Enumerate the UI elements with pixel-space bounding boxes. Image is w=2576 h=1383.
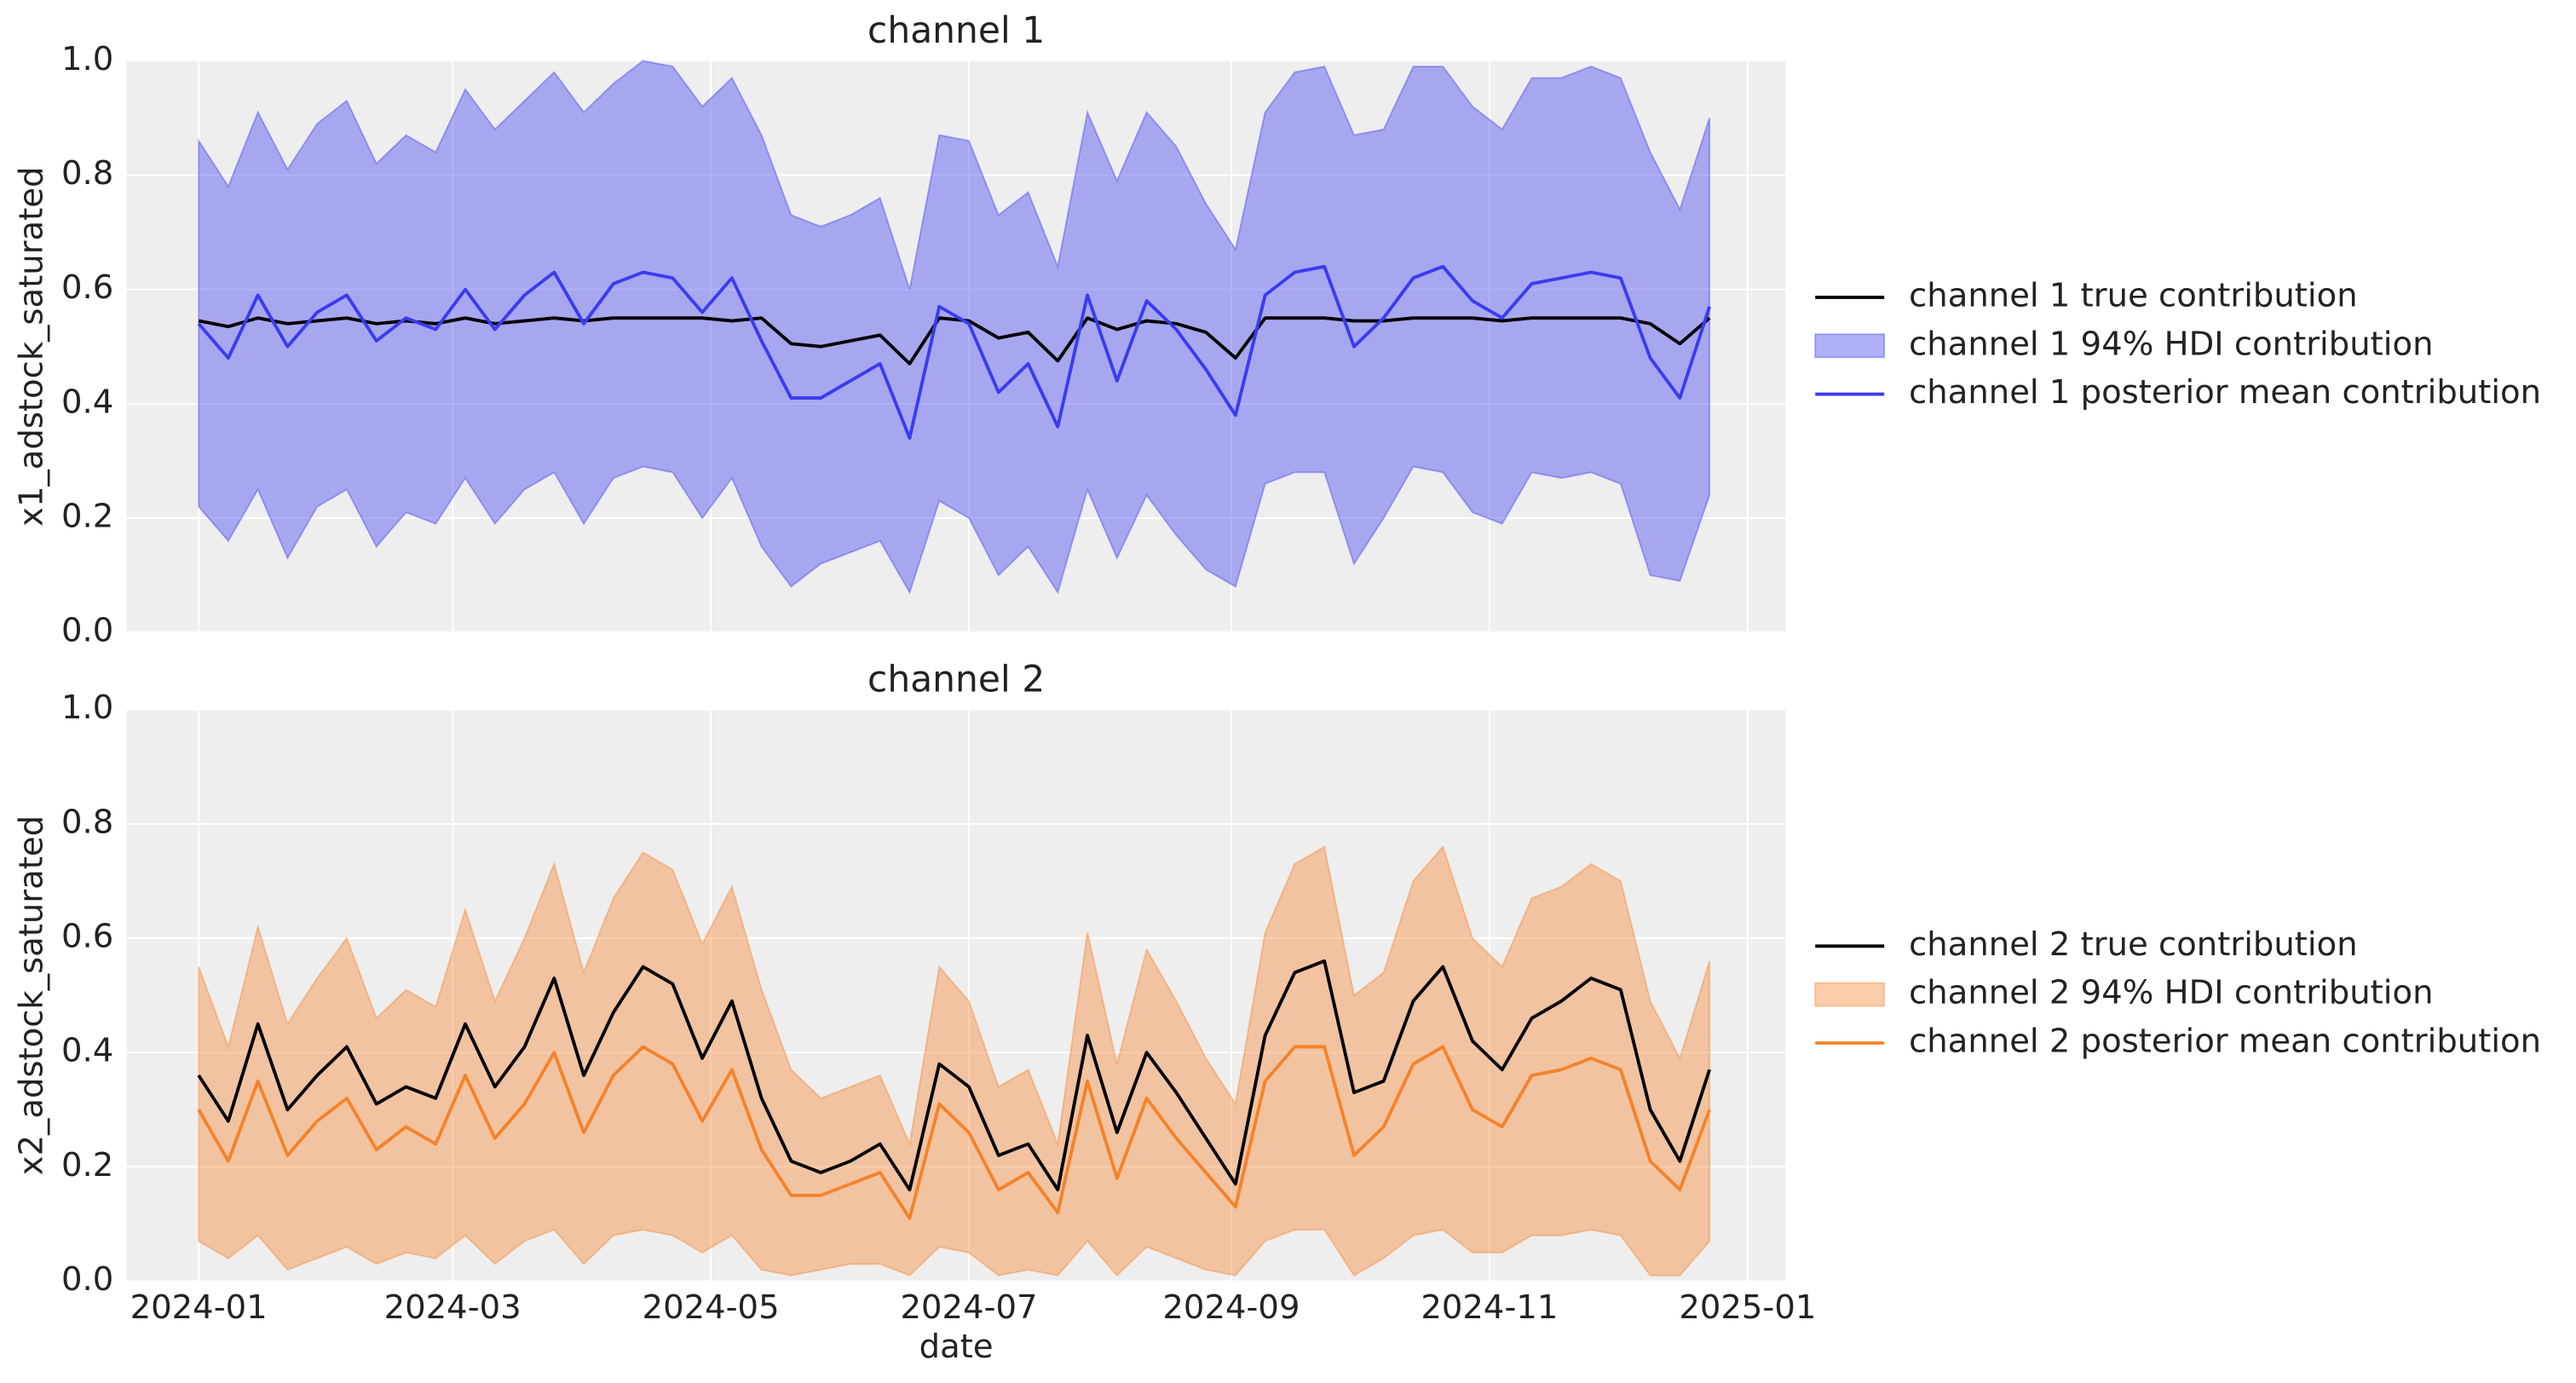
legend-swatch [1814, 333, 1886, 359]
legend-label: channel 1 94% HDI contribution [1909, 325, 2433, 363]
hdi-band [198, 844, 1711, 1277]
y-tick-label: 0.0 [61, 612, 113, 650]
x-tick-label: 2024-09 [1162, 1288, 1300, 1327]
legend-label: channel 1 true contribution [1909, 276, 2358, 314]
y-tick-label: 0.8 [61, 154, 113, 193]
y-axis-label: x1_adstock_saturated [12, 167, 50, 527]
chart-title: channel 2 [867, 658, 1045, 700]
x-tick-label: 2024-05 [643, 1288, 780, 1327]
line [197, 264, 1711, 440]
x-tick-label: 2024-03 [384, 1288, 522, 1327]
y-tick-label: 0.8 [61, 803, 113, 841]
x-tick-label: 2024-11 [1421, 1288, 1558, 1327]
line [198, 316, 1711, 366]
y-tick-label: 0.2 [61, 497, 113, 535]
legend-label: channel 2 true contribution [1909, 925, 2358, 964]
y-tick-label: 0.6 [61, 268, 113, 307]
x-tick-label: 2024-01 [130, 1288, 268, 1327]
y-tick-label: 0.2 [61, 1146, 113, 1184]
legend-label: channel 2 94% HDI contribution [1909, 974, 2433, 1012]
x-tick-label: 2024-07 [901, 1288, 1038, 1327]
y-tick-label: 0.6 [61, 918, 113, 956]
y-tick-label: 0.4 [61, 383, 113, 421]
chart-title: channel 1 [867, 9, 1045, 51]
plot-background [126, 61, 1786, 633]
hdi-band [198, 60, 1711, 595]
y-tick-label: 0.4 [61, 1032, 113, 1070]
legend-swatch [1814, 982, 1886, 1007]
y-axis-label: x2_adstock_saturated [12, 815, 50, 1175]
legend-label: channel 1 posterior mean contribution [1909, 373, 2541, 412]
x-tick-label: 2025-01 [1679, 1288, 1816, 1327]
plot-background [126, 709, 1786, 1282]
x-axis-label: date [919, 1328, 994, 1366]
y-tick-label: 1.0 [61, 689, 113, 727]
y-tick-label: 1.0 [61, 40, 113, 78]
line [197, 959, 1711, 1192]
legend-label: channel 2 posterior mean contribution [1909, 1022, 2541, 1060]
line [197, 1045, 1711, 1220]
y-tick-label: 0.0 [61, 1260, 113, 1299]
